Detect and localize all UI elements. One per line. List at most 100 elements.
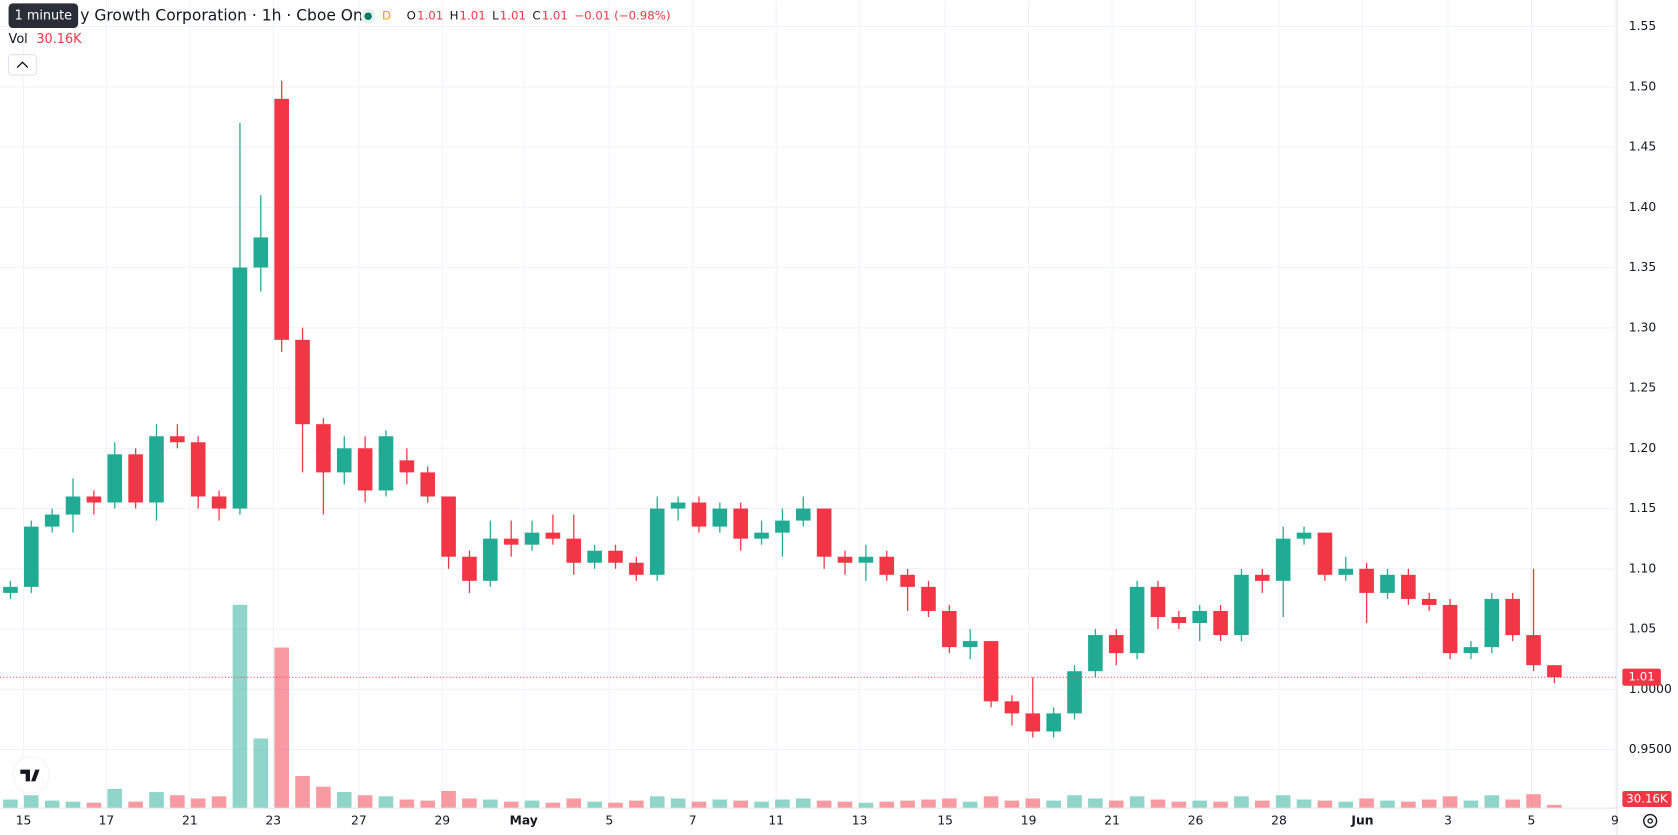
candle-body: [399, 460, 415, 473]
candle-body: [983, 641, 999, 702]
collapse-icon: [16, 61, 29, 69]
legend-value: 1.01: [542, 9, 568, 23]
volume-bar: [1505, 799, 1520, 809]
last-price-label: 1.01: [1629, 670, 1655, 684]
volume-bar: [1046, 800, 1061, 809]
volume-bar: [524, 800, 540, 809]
volume-bar: [858, 802, 874, 809]
candle-body: [128, 454, 143, 503]
candle-body: [1338, 568, 1354, 575]
candle-body: [837, 556, 853, 563]
x-tick-label: May: [510, 813, 538, 827]
volume-bar: [316, 786, 331, 809]
x-tick-label: 11: [768, 813, 784, 827]
candle-body: [1380, 574, 1395, 593]
candle-body: [357, 448, 373, 491]
volume-bar: [23, 795, 39, 809]
candle-body: [170, 436, 185, 443]
volume-bar: [462, 798, 477, 809]
x-tick-label: 21: [182, 813, 198, 827]
candle-body: [232, 267, 248, 509]
candle-body: [420, 472, 436, 497]
volume-bar: [336, 792, 352, 809]
logo: [20, 769, 40, 782]
candle-body: [1213, 610, 1228, 636]
y-tick-label: 1.30: [1629, 320, 1656, 334]
candle-body: [274, 98, 289, 340]
legend-value: 1.01: [500, 9, 526, 23]
volume-bar: [837, 801, 853, 809]
candle-body: [1192, 610, 1208, 624]
volume-bar: [1421, 799, 1437, 809]
candle-body: [879, 556, 895, 575]
candle-body: [3, 586, 18, 593]
candle-body: [1067, 671, 1082, 714]
candle-body: [691, 502, 707, 527]
x-tick-label: 15: [16, 813, 32, 827]
candle-body: [1526, 635, 1541, 666]
volume-bar: [900, 800, 915, 809]
candle-body: [1463, 647, 1479, 654]
legend-change: −0.01 (−0.98%): [574, 9, 670, 23]
volume-bar: [86, 802, 102, 809]
volume-bar: [357, 795, 373, 809]
candle-body: [1004, 701, 1020, 714]
volume-bar: [1547, 804, 1562, 809]
legend-key: H: [450, 9, 459, 23]
candle-body: [1421, 598, 1437, 605]
volume-bar: [378, 796, 394, 809]
y-tick-label: 1.20: [1629, 441, 1656, 455]
legend-value: 1.01: [460, 9, 486, 23]
chart-title: y Growth Corporation · 1h · Cboe One: [80, 7, 372, 25]
volume-bar: [1129, 796, 1145, 809]
x-tick-label: 7: [689, 813, 697, 827]
candle-body: [503, 538, 519, 545]
volume-bar: [921, 799, 936, 809]
x-tick-label: 9: [1611, 813, 1619, 827]
candle-body: [1547, 665, 1562, 678]
candle-body: [962, 641, 978, 648]
candle-body: [524, 532, 540, 545]
candle-body: [483, 538, 498, 581]
legend-key: L: [492, 9, 499, 23]
volume-bar: [1359, 798, 1374, 809]
volume-bar: [983, 796, 999, 809]
volume-bar: [1213, 801, 1228, 809]
ohlc-legend: O 1.01 H 1.01 L 1.01 C 1.01 −0.01 (−0.98%): [407, 9, 671, 23]
candle-body: [900, 574, 915, 587]
candle-body: [942, 610, 957, 648]
volume-bar: [420, 800, 436, 809]
volume-layer: [3, 604, 1562, 809]
volume-bar: [1088, 798, 1103, 809]
candle-body: [670, 502, 686, 509]
candle-body: [149, 436, 164, 503]
volume-bar: [795, 798, 811, 809]
x-tick-label: 26: [1188, 813, 1204, 827]
last-volume-badge: [1622, 790, 1672, 808]
candle-body: [190, 442, 206, 497]
volume-bar: [816, 800, 832, 809]
settings-icon[interactable]: [1643, 813, 1658, 829]
candle-body: [44, 514, 60, 527]
candle-body: [107, 454, 123, 503]
x-tick-label: 15: [937, 813, 953, 827]
last-volume-label: 30.16K: [1626, 792, 1668, 806]
volume-bar: [566, 798, 582, 809]
y-tick-label: 1.15: [1629, 501, 1656, 515]
collapse-button[interactable]: [8, 54, 37, 76]
volume-bar: [879, 801, 895, 809]
settings-icon-center: [1647, 818, 1653, 824]
volume-bar: [1442, 796, 1458, 809]
volume-bar: [1025, 798, 1041, 809]
volume-bar: [441, 790, 456, 809]
candle-body: [775, 520, 790, 533]
volume-bar: [1004, 800, 1020, 809]
volume-bar: [107, 788, 123, 809]
volume-bar: [1380, 800, 1395, 809]
legend-key: O: [407, 9, 416, 23]
candle-body: [1108, 635, 1124, 654]
candle-body: [86, 496, 102, 503]
x-tick-label: 17: [99, 813, 115, 827]
